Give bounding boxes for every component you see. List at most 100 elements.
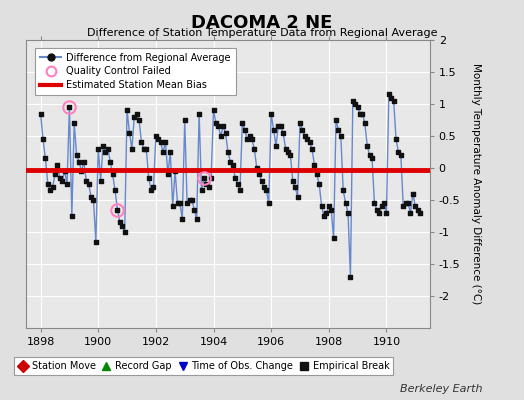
Point xyxy=(125,130,134,136)
Legend: Station Move, Record Gap, Time of Obs. Change, Empirical Break: Station Move, Record Gap, Time of Obs. C… xyxy=(14,357,393,375)
Point xyxy=(392,136,400,142)
Point xyxy=(63,181,71,187)
Point xyxy=(281,146,290,152)
Point xyxy=(358,110,367,117)
Point xyxy=(293,194,302,200)
Point xyxy=(224,149,232,155)
Point xyxy=(334,126,343,133)
Point xyxy=(272,142,280,149)
Point xyxy=(260,184,268,190)
Point xyxy=(370,200,379,206)
Point xyxy=(116,219,124,226)
Point xyxy=(101,149,110,155)
Point xyxy=(190,206,199,213)
Point xyxy=(133,110,141,117)
Point xyxy=(231,174,239,181)
Point xyxy=(255,171,264,178)
Point xyxy=(192,216,201,222)
Point xyxy=(82,178,91,184)
Point xyxy=(157,139,165,146)
Point xyxy=(219,123,227,130)
Point xyxy=(56,174,64,181)
Point xyxy=(363,142,372,149)
Point xyxy=(72,152,81,158)
Point xyxy=(375,210,384,216)
Point xyxy=(248,136,256,142)
Point xyxy=(166,149,174,155)
Point xyxy=(267,110,275,117)
Point xyxy=(289,178,297,184)
Point xyxy=(336,133,345,139)
Point xyxy=(342,200,350,206)
Point xyxy=(262,187,270,194)
Point xyxy=(135,117,143,123)
Point xyxy=(77,168,85,174)
Point xyxy=(409,190,417,197)
Point xyxy=(226,158,235,165)
Point xyxy=(147,187,155,194)
Point xyxy=(159,149,167,155)
Point xyxy=(310,162,319,168)
Point xyxy=(253,165,261,171)
Point xyxy=(269,126,278,133)
Point xyxy=(399,203,408,210)
Point xyxy=(382,210,390,216)
Point xyxy=(330,235,338,242)
Point xyxy=(207,174,215,181)
Point xyxy=(212,120,220,126)
Y-axis label: Monthly Temperature Anomaly Difference (°C): Monthly Temperature Anomaly Difference (… xyxy=(472,63,482,305)
Point xyxy=(75,158,83,165)
Point xyxy=(180,117,189,123)
Point xyxy=(238,120,246,126)
Point xyxy=(245,133,254,139)
Point xyxy=(46,187,54,194)
Point xyxy=(286,152,294,158)
Point xyxy=(163,171,172,178)
Point xyxy=(104,146,112,152)
Point xyxy=(70,120,79,126)
Point xyxy=(332,117,340,123)
Point xyxy=(106,158,114,165)
Point xyxy=(94,146,102,152)
Point xyxy=(401,200,410,206)
Point xyxy=(43,181,52,187)
Point xyxy=(361,120,369,126)
Point xyxy=(284,149,292,155)
Point xyxy=(185,197,194,203)
Point xyxy=(353,104,362,110)
Point xyxy=(149,184,158,190)
Point xyxy=(327,206,335,213)
Point xyxy=(298,126,307,133)
Point xyxy=(411,203,419,210)
Point xyxy=(365,152,374,158)
Point xyxy=(221,130,230,136)
Point xyxy=(121,229,129,235)
Point xyxy=(344,210,352,216)
Point xyxy=(351,101,359,107)
Point xyxy=(41,155,50,162)
Point xyxy=(51,171,59,178)
Point xyxy=(274,123,282,130)
Point xyxy=(171,168,179,174)
Point xyxy=(140,146,148,152)
Point xyxy=(204,184,213,190)
Point xyxy=(315,181,323,187)
Point xyxy=(128,146,136,152)
Point xyxy=(257,178,266,184)
Point xyxy=(233,181,242,187)
Point xyxy=(92,238,100,245)
Point xyxy=(318,203,326,210)
Point xyxy=(216,133,225,139)
Point xyxy=(154,136,162,142)
Point xyxy=(241,126,249,133)
Point xyxy=(303,136,311,142)
Point xyxy=(188,197,196,203)
Point xyxy=(65,104,73,110)
Point xyxy=(250,146,258,152)
Point xyxy=(305,139,314,146)
Point xyxy=(113,206,122,213)
Point xyxy=(228,162,237,168)
Point xyxy=(39,136,47,142)
Point xyxy=(291,184,299,190)
Point xyxy=(145,174,153,181)
